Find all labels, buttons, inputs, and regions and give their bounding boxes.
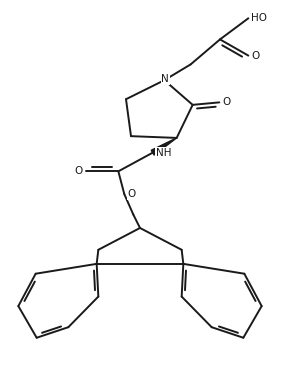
Text: O: O — [251, 51, 260, 61]
Text: O: O — [75, 166, 83, 176]
Polygon shape — [151, 138, 177, 155]
Text: NH: NH — [156, 148, 171, 158]
Text: HO: HO — [251, 13, 267, 23]
Text: O: O — [222, 98, 230, 107]
Text: N: N — [162, 74, 169, 84]
Text: O: O — [127, 189, 136, 199]
